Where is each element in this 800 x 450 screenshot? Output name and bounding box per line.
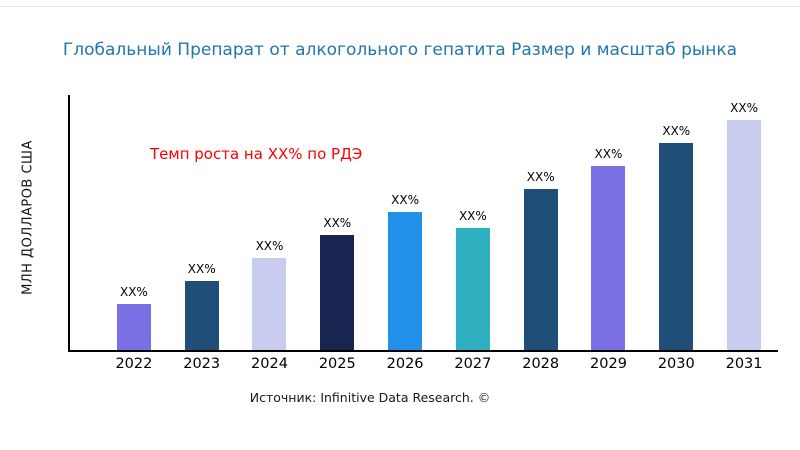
bar-column-2030: XX% [642,124,710,350]
bar-value-label: XX% [594,147,623,161]
top-divider [0,6,800,7]
bar-2022 [116,304,151,350]
x-tick-2022: 2022 [115,356,153,372]
bar-value-label: XX% [119,285,148,299]
bar-column-2028: XX% [507,170,575,350]
y-axis-label: МЛН ДОЛЛАРОВ США [20,140,36,295]
x-tick-2028: 2028 [522,356,560,372]
bar-value-label: XX% [391,193,419,207]
bar-column-2024: XX% [236,239,304,350]
bar-2023 [184,281,219,350]
x-tick-2031: 2031 [725,356,763,372]
bar-2026 [388,212,423,350]
bar-2024 [252,258,287,350]
x-axis-ticks: 2022 2023 2024 2025 2026 2027 2028 2029 2030 2031 [70,356,778,372]
bar-2028 [523,189,558,350]
bar-value-label: XX% [187,262,216,276]
bar-2029 [591,166,626,350]
bar-column-2029: XX% [575,147,643,350]
x-tick-2030: 2030 [657,356,695,372]
bar-2027 [455,228,490,350]
bar-2030 [659,143,694,350]
bar-value-label: XX% [730,101,758,115]
x-tick-2027: 2027 [454,356,492,372]
bar-column-2022: XX% [100,285,168,350]
x-tick-2024: 2024 [251,356,288,372]
x-tick-2026: 2026 [386,356,424,372]
plot-area: Темп роста на XX% по РДЭ XX% XX% XX% XX% XX%… [68,95,778,352]
bar-group: XX% XX% XX% XX% XX% XX% XX% XX% XX% XX% [70,95,778,350]
bar-2031 [727,120,762,350]
bar-2025 [320,235,355,350]
chart-title: Глобальный Препарат от алкогольного гепа… [62,40,738,60]
x-tick-2029: 2029 [590,356,627,372]
bar-value-label: XX% [458,209,487,223]
bar-column-2031: XX% [710,101,778,350]
x-tick-2023: 2023 [183,356,221,372]
growth-rate-annotation: Темп роста на XX% по РДЭ [150,145,363,163]
bar-value-label: XX% [662,124,691,138]
x-tick-2025: 2025 [318,356,356,372]
bar-column-2025: XX% [303,216,371,350]
bar-value-label: XX% [526,170,555,184]
source-text: Источник: Infinitive Data Research. © [249,390,491,405]
bar-value-label: XX% [255,239,284,253]
bar-column-2027: XX% [439,209,507,350]
bar-value-label: XX% [323,216,352,230]
bar-column-2023: XX% [168,262,236,350]
bar-column-2026: XX% [371,193,439,350]
